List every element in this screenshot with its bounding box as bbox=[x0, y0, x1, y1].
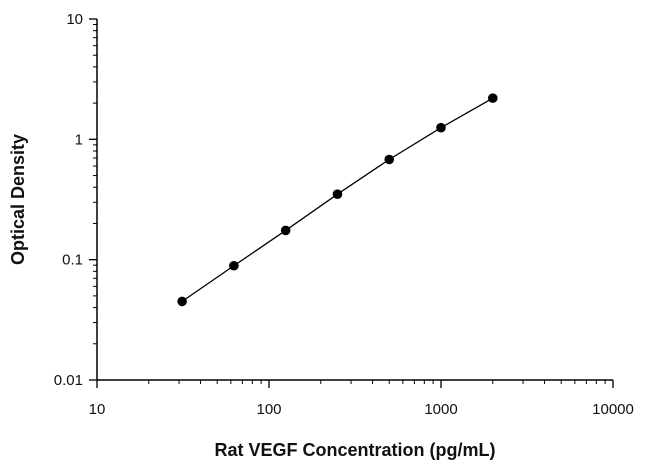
x-tick-label: 10000 bbox=[592, 401, 634, 418]
fit-curve bbox=[181, 97, 494, 302]
x-tick-label: 10 bbox=[89, 401, 106, 418]
data-point bbox=[487, 93, 498, 103]
data-point bbox=[229, 260, 239, 271]
ticks bbox=[89, 18, 614, 388]
data-point bbox=[332, 189, 343, 199]
data-point bbox=[177, 296, 187, 307]
y-tick-label: 1 bbox=[75, 131, 83, 148]
y-tick-label: 0.01 bbox=[54, 372, 83, 389]
axes bbox=[96, 19, 613, 381]
fit-curve-layer bbox=[181, 97, 494, 302]
y-tick-label: 0.1 bbox=[62, 252, 83, 269]
y-tick-label: 10 bbox=[66, 11, 83, 28]
data-point bbox=[280, 225, 291, 236]
y-axis-title: Optical Density bbox=[8, 134, 28, 265]
x-axis-title: Rat VEGF Concentration (pg/mL) bbox=[215, 440, 496, 460]
x-tick-label: 1000 bbox=[424, 401, 457, 418]
data-point bbox=[384, 154, 395, 165]
tick-labels: 0.01 0.1 1 10 10 100 1000 10000 bbox=[54, 11, 634, 418]
x-tick-label: 100 bbox=[256, 401, 281, 418]
data-point bbox=[436, 122, 446, 133]
data-points-layer bbox=[177, 93, 498, 307]
